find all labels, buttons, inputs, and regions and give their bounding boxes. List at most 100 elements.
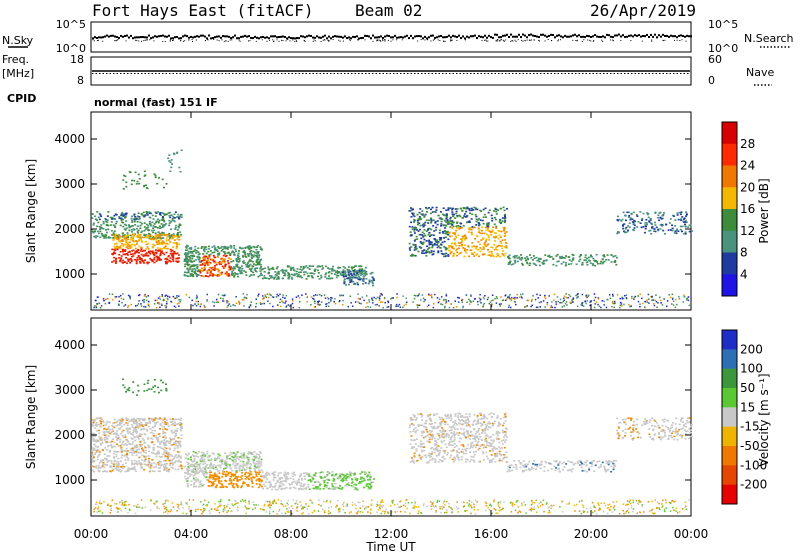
power-echo — [649, 218, 652, 221]
power-echo — [277, 275, 280, 278]
power-echo — [225, 272, 228, 275]
power-echo — [640, 226, 643, 229]
noise-left-tick-bottom: 10^0 — [56, 42, 86, 55]
power-echo — [237, 269, 240, 272]
power-ground-scatter — [371, 298, 373, 301]
velocity-echo — [175, 418, 178, 421]
power-echo — [122, 215, 125, 217]
power-echo — [99, 213, 102, 216]
power-echo — [416, 213, 419, 216]
power-ground-scatter — [123, 305, 125, 307]
velocity-echo — [100, 461, 103, 463]
power-echo — [223, 266, 226, 269]
power-echo — [153, 254, 156, 257]
noise-sample — [546, 35, 548, 38]
power-echo — [175, 242, 178, 244]
noise-sample — [198, 35, 200, 38]
power-echo — [160, 234, 163, 236]
power-echo — [350, 281, 353, 283]
noise-sample — [308, 34, 310, 37]
power-ground-scatter — [457, 301, 460, 303]
velocity-ground-scatter — [278, 510, 280, 512]
power-echo — [260, 274, 263, 276]
velocity-ground-scatter — [473, 509, 476, 511]
noise-sample — [606, 33, 608, 36]
velocity-echo — [120, 433, 123, 435]
velocity-ground-scatter — [267, 505, 270, 507]
velocity-echo — [135, 435, 138, 438]
power-echo — [166, 236, 169, 238]
noise-sample — [162, 34, 164, 37]
power-echo — [444, 230, 447, 233]
velocity-ground-scatter — [268, 504, 271, 506]
power-echo — [542, 260, 545, 263]
power-ground-scatter — [180, 299, 182, 301]
power-ground-scatter — [611, 305, 613, 308]
power-ground-scatter — [516, 297, 518, 299]
power-echo — [229, 267, 232, 270]
power-echo — [215, 249, 218, 252]
power-echo — [633, 219, 636, 222]
velocity-echo — [171, 461, 174, 464]
power-echo — [191, 268, 194, 270]
power-echo — [372, 277, 375, 280]
noise-sample — [234, 34, 236, 37]
power-echo — [175, 245, 178, 248]
power-echo — [328, 277, 331, 280]
power-echo — [371, 281, 374, 283]
velocity-ground-scatter — [248, 507, 250, 510]
power-ground-scatter — [639, 293, 641, 296]
power-echo — [194, 259, 197, 261]
power-ground-scatter — [357, 293, 359, 295]
velocity-ground-scatter — [302, 507, 304, 510]
noise-search-sample — [153, 40, 155, 42]
velocity-echo — [141, 463, 144, 465]
power-echo — [562, 256, 565, 259]
power-echo — [416, 223, 419, 226]
velocity-ground-scatter — [380, 505, 383, 507]
noise-sample — [420, 35, 422, 38]
velocity-echo — [103, 439, 106, 441]
power-echo — [135, 217, 138, 220]
velocity-ground-scatter — [494, 509, 497, 511]
power-echo — [451, 207, 454, 210]
power-echo — [111, 234, 114, 236]
colorbar-tick-label: 28 — [740, 137, 755, 151]
velocity-ground-scatter — [615, 500, 618, 503]
power-echo — [115, 242, 118, 245]
power-ground-scatter — [462, 306, 464, 309]
power-echo — [416, 238, 419, 240]
velocity-ground-scatter — [638, 501, 641, 503]
power-ground-scatter — [147, 304, 150, 306]
noise-sample — [324, 34, 326, 37]
power-echo — [141, 223, 144, 225]
noise-sample — [374, 36, 376, 39]
power-echo — [622, 211, 625, 214]
power-echo — [123, 237, 126, 240]
power-echo — [454, 235, 457, 238]
power-ground-scatter — [633, 296, 636, 299]
power-echo — [514, 255, 517, 258]
power-echo — [204, 257, 207, 259]
power-echo — [122, 225, 125, 228]
power-echo — [368, 280, 371, 283]
power-echo — [257, 250, 260, 253]
velocity-ground-scatter — [237, 502, 239, 504]
power-echo — [228, 266, 231, 269]
velocity-echo — [91, 449, 94, 452]
noise-sample — [504, 34, 506, 37]
noise-sample — [294, 37, 296, 40]
velocity-echo — [102, 424, 105, 427]
velocity-ground-scatter — [580, 512, 583, 515]
velocity-echo — [116, 466, 119, 469]
velocity-echo — [139, 451, 142, 454]
power-ground-scatter — [176, 295, 178, 297]
velocity-ground-scatter — [115, 503, 118, 505]
power-echo — [347, 283, 350, 286]
power-echo — [241, 247, 244, 250]
power-echo — [114, 252, 117, 255]
power-ground-scatter — [383, 297, 386, 300]
power-ground-scatter — [641, 297, 643, 300]
power-echo — [130, 260, 133, 263]
velocity-ground-scatter — [219, 503, 221, 505]
